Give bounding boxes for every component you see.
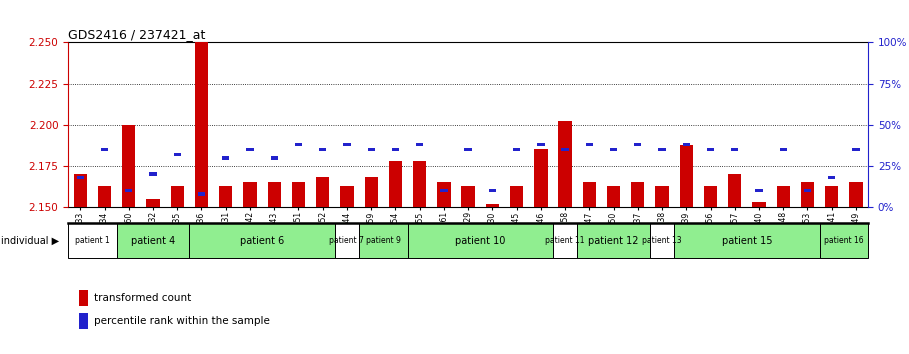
Bar: [731, 148, 738, 151]
Bar: [174, 153, 181, 156]
Bar: [634, 143, 642, 146]
Bar: [198, 192, 205, 196]
Bar: [631, 182, 644, 207]
Bar: [534, 149, 547, 207]
Bar: [583, 182, 596, 207]
Bar: [76, 176, 84, 179]
Bar: [828, 176, 835, 179]
Text: patient 10: patient 10: [455, 236, 505, 246]
Bar: [849, 182, 863, 207]
Bar: [562, 148, 569, 151]
Text: transformed count: transformed count: [94, 292, 191, 303]
Bar: [389, 161, 402, 207]
Bar: [101, 148, 108, 151]
Bar: [607, 186, 620, 207]
Bar: [553, 223, 577, 258]
Bar: [413, 161, 426, 207]
Text: patient 4: patient 4: [131, 236, 175, 246]
Bar: [464, 148, 472, 151]
Bar: [674, 223, 820, 258]
Bar: [271, 156, 278, 160]
Bar: [267, 182, 281, 207]
Bar: [801, 182, 814, 207]
Bar: [776, 186, 790, 207]
Bar: [79, 290, 88, 306]
Text: GDS2416 / 237421_at: GDS2416 / 237421_at: [68, 28, 205, 41]
Bar: [316, 177, 329, 207]
Bar: [513, 148, 520, 151]
Bar: [367, 148, 375, 151]
Text: patient 16: patient 16: [824, 236, 864, 245]
Bar: [728, 174, 742, 207]
Bar: [359, 223, 407, 258]
Text: patient 6: patient 6: [240, 236, 285, 246]
Bar: [392, 148, 399, 151]
Bar: [707, 148, 714, 151]
Text: patient 9: patient 9: [365, 236, 401, 245]
Text: percentile rank within the sample: percentile rank within the sample: [94, 316, 269, 326]
Bar: [222, 156, 229, 160]
Bar: [440, 189, 447, 193]
Text: patient 15: patient 15: [722, 236, 772, 246]
Bar: [658, 148, 665, 151]
Text: patient 13: patient 13: [643, 236, 682, 245]
Text: patient 7: patient 7: [329, 236, 365, 245]
Bar: [335, 223, 359, 258]
Bar: [558, 121, 572, 207]
Bar: [650, 223, 674, 258]
Bar: [416, 143, 424, 146]
Bar: [125, 189, 133, 193]
Bar: [340, 186, 354, 207]
Bar: [804, 189, 811, 193]
Bar: [537, 143, 544, 146]
Bar: [246, 148, 254, 151]
Bar: [122, 125, 135, 207]
Bar: [146, 199, 160, 207]
Bar: [295, 143, 302, 146]
Bar: [577, 223, 650, 258]
Bar: [149, 172, 156, 176]
Bar: [189, 223, 335, 258]
Bar: [365, 177, 378, 207]
Text: patient 1: patient 1: [75, 236, 110, 245]
Bar: [244, 182, 256, 207]
Bar: [74, 174, 87, 207]
Bar: [319, 148, 326, 151]
Bar: [780, 148, 787, 151]
Bar: [704, 186, 717, 207]
Bar: [610, 148, 617, 151]
Bar: [116, 223, 189, 258]
Bar: [585, 143, 593, 146]
Bar: [853, 148, 860, 151]
Bar: [820, 223, 868, 258]
Bar: [510, 186, 524, 207]
Text: individual ▶: individual ▶: [1, 236, 59, 246]
Bar: [407, 223, 553, 258]
Bar: [655, 186, 669, 207]
Bar: [680, 144, 693, 207]
Bar: [462, 186, 474, 207]
Bar: [753, 202, 765, 207]
Bar: [219, 186, 233, 207]
Bar: [344, 143, 351, 146]
Bar: [171, 186, 184, 207]
Bar: [755, 189, 763, 193]
Text: patient 11: patient 11: [545, 236, 584, 245]
Bar: [292, 182, 305, 207]
Bar: [79, 313, 88, 329]
Bar: [683, 143, 690, 146]
Bar: [437, 182, 451, 207]
Bar: [825, 186, 838, 207]
Bar: [98, 186, 111, 207]
Bar: [68, 223, 116, 258]
Bar: [195, 42, 208, 207]
Bar: [485, 204, 499, 207]
Text: patient 12: patient 12: [588, 236, 639, 246]
Bar: [489, 189, 496, 193]
